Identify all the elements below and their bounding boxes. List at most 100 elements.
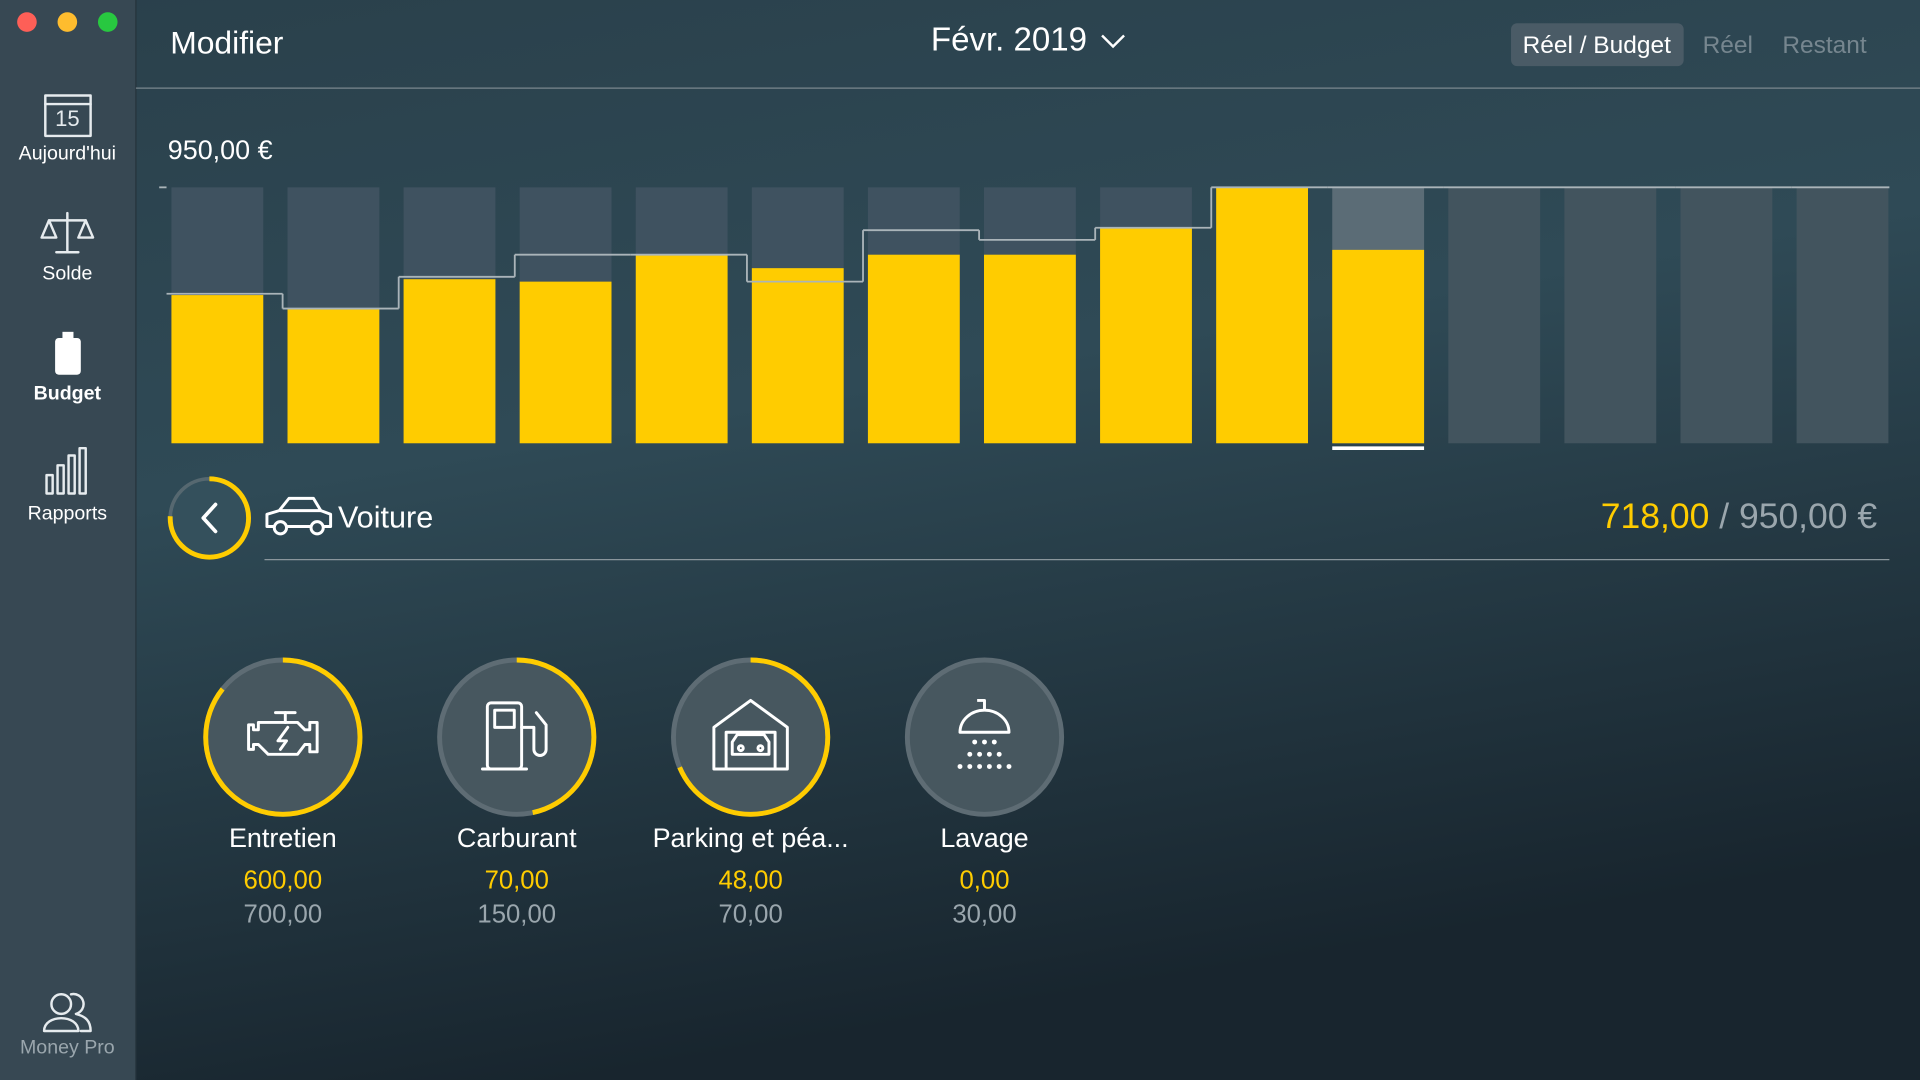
subcategory-budget: 150,00: [477, 901, 556, 929]
wash-icon-part: [958, 698, 1011, 734]
wash-icon-part-part: [996, 764, 1002, 769]
car-icon: [265, 496, 333, 536]
engine-icon-part: [247, 720, 319, 756]
subcategory[interactable]: Entretien 600,00 700,00: [203, 657, 363, 929]
garage-icon-part: [756, 744, 765, 753]
category-total-part: [1709, 497, 1719, 537]
progress-arc: [203, 657, 363, 817]
subcategory[interactable]: Parking et péa... 48,00 70,00: [653, 657, 849, 929]
users-icon-part: [50, 993, 73, 1016]
reports-icon-part: [56, 464, 65, 495]
fuel-icon-part: [493, 708, 516, 729]
scale-icon-part: [40, 219, 95, 239]
wash-icon-part-part: [996, 751, 1002, 757]
subcategory-name: Lavage: [940, 823, 1028, 853]
category-name: Voiture: [338, 500, 433, 534]
zoom-button[interactable]: [97, 12, 118, 32]
nav-label: Solde: [42, 262, 92, 284]
wash-icon-part-part: [977, 764, 983, 769]
subcategory-spent: 600,00: [244, 866, 323, 894]
tab[interactable]: Réel / Budget: [1523, 32, 1671, 59]
progress-arc: [671, 657, 831, 817]
subcategory-spent: 48,00: [718, 866, 782, 894]
garage-icon: [712, 698, 789, 771]
bar-track: [1680, 187, 1773, 444]
budget-icon: [55, 337, 81, 375]
profile[interactable]: Money Pro: [20, 992, 115, 1058]
edit-button[interactable]: Modifier: [170, 25, 284, 61]
category-total: 718,00 / 950,00 €: [1601, 497, 1878, 537]
subcategory[interactable]: Carburant 70,00 150,00: [437, 657, 597, 929]
category-budget: 950,00 €: [1739, 497, 1877, 537]
nav-budget[interactable]: Budget: [34, 331, 102, 405]
subcategory-budget: 70,00: [718, 901, 782, 929]
tab[interactable]: Réel: [1703, 32, 1753, 59]
bar: [1332, 249, 1425, 444]
app-name: Money Pro: [20, 1036, 115, 1058]
wash-icon-part-part: [986, 764, 992, 769]
wash-icon: [957, 698, 1012, 769]
calendar-icon: [44, 94, 92, 138]
bar-track: [1448, 187, 1541, 444]
chevron-down: [1101, 34, 1125, 49]
subcategory-budget: 700,00: [244, 901, 323, 929]
separator: /: [1719, 497, 1729, 537]
budget-icon-cap: [62, 331, 74, 340]
fuel-icon-part: [520, 711, 548, 757]
subcategory-spent: 70,00: [485, 866, 549, 894]
wash-icon-part-part: [982, 739, 987, 745]
budget-chart: 950,00 €: [159, 135, 1890, 450]
subcategory-name: Carburant: [457, 823, 577, 853]
bar-track: [1564, 187, 1657, 444]
nav-balance[interactable]: Solde: [40, 211, 95, 284]
period-selector[interactable]: Févr. 2019: [931, 21, 1125, 58]
bar: [1100, 227, 1192, 444]
category-spent: 718,00: [1601, 497, 1710, 537]
bar: [635, 254, 728, 444]
garage-icon-part: [712, 698, 789, 771]
subcategory[interactable]: Lavage 0,00 30,00: [904, 657, 1065, 929]
wash-icon-part-part: [977, 751, 983, 757]
car-icon-part: [265, 496, 333, 528]
tab[interactable]: Restant: [1782, 32, 1867, 59]
reports-icon-part: [45, 473, 54, 495]
bar: [1216, 187, 1308, 444]
calendar-day: 15: [55, 106, 80, 131]
minimize-button[interactable]: [57, 12, 78, 32]
y-tick-label: 950,00 €: [168, 135, 273, 165]
nav-today[interactable]: 15 Aujourd'hui: [19, 94, 116, 165]
bar-track: [1796, 187, 1889, 444]
back-button[interactable]: [167, 476, 252, 560]
bar: [403, 279, 496, 444]
reports-icon: [45, 446, 87, 495]
sidebar: [0, 0, 136, 1080]
reports-icon-part: [78, 446, 87, 495]
users-icon-part: [42, 1017, 80, 1033]
bar: [171, 295, 264, 444]
wash-icon-part-part: [1006, 764, 1012, 769]
bar: [867, 254, 960, 444]
garage-icon-part: [724, 730, 777, 771]
subcategory-spent: 0,00: [959, 866, 1009, 894]
category-total-part: [1729, 497, 1739, 537]
scale-icon: [40, 211, 95, 254]
car-icon-part: [309, 520, 325, 536]
wash-icon-part-part: [967, 751, 973, 757]
garage-icon-part: [730, 733, 771, 756]
nav-label: Rapports: [28, 502, 108, 524]
bar: [984, 254, 1076, 444]
bar: [287, 308, 380, 444]
nav-reports[interactable]: Rapports: [28, 446, 108, 524]
subcategory-name: Entretien: [229, 823, 337, 853]
close-button[interactable]: [17, 12, 37, 32]
subcategory-budget: 30,00: [952, 901, 1016, 929]
engine-icon: [247, 711, 319, 756]
wash-icon-part: [957, 739, 1012, 769]
back-arrow: [201, 502, 218, 534]
users-icon-part: [69, 992, 92, 1033]
progress-arc: [437, 657, 597, 817]
nav-label: Budget: [34, 382, 102, 404]
